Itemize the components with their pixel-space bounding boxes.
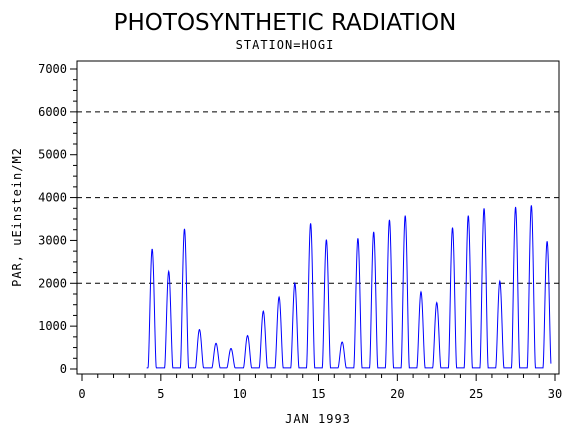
x-tick-label: 15 [311, 387, 325, 401]
x-tick-label: 5 [157, 387, 164, 401]
y-axis-label: PAR, uEinstein/M2 [10, 147, 24, 287]
y-tick-label: 2000 [38, 276, 67, 290]
x-tick-label: 30 [548, 387, 562, 401]
par-series-line [146, 205, 552, 369]
y-axis: 0 1000 2000 3000 4000 5000 6000 7000 [38, 62, 77, 376]
y-tick-label: 6000 [38, 105, 67, 119]
x-axis: 0 5 10 15 20 25 30 [78, 374, 562, 401]
y-tick-label: 1000 [38, 319, 67, 333]
chart-title: PHOTOSYNTHETIC RADIATION [114, 10, 457, 36]
x-tick-label: 0 [78, 387, 85, 401]
x-tick-label: 10 [232, 387, 246, 401]
y-tick-label: 7000 [38, 62, 67, 76]
y-tick-label: 4000 [38, 191, 67, 205]
y-tick-label: 5000 [38, 148, 67, 162]
x-axis-label: JAN 1993 [285, 412, 351, 426]
x-tick-label: 25 [469, 387, 483, 401]
x-tick-label: 20 [390, 387, 404, 401]
y-tick-label: 0 [60, 362, 67, 376]
plot-series [146, 205, 552, 369]
chart-subtitle: STATION=HOGI [236, 38, 335, 52]
y-tick-label: 3000 [38, 233, 67, 247]
reference-lines [77, 111, 559, 284]
